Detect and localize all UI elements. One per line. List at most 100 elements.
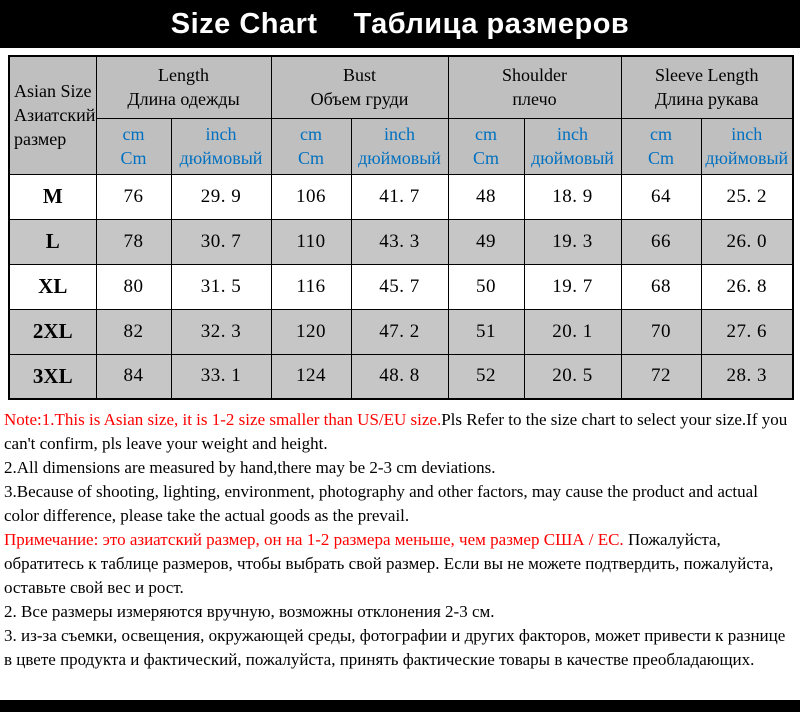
- note-en-1-text: Pls Refer to the size chart to select yo…: [4, 410, 788, 453]
- size-label-cell: 3XL: [8, 353, 97, 400]
- unit-inch-label: inch: [557, 123, 589, 144]
- unit-header-cm: cm Cm: [270, 117, 352, 175]
- size-value-cell: 52: [447, 353, 525, 400]
- size-value-cell: 26. 0: [700, 218, 794, 265]
- size-label-cell: L: [8, 218, 97, 265]
- size-value-cell: 68: [620, 263, 702, 310]
- corner-asian-size-cell: Asian Size Азиатский размер: [8, 55, 97, 175]
- size-value-cell: 120: [270, 308, 352, 355]
- size-value-cell: 82: [95, 308, 172, 355]
- size-table-wrap: Asian Size Азиатский размер Length Длина…: [8, 55, 795, 400]
- size-value-cell: 45. 7: [350, 263, 449, 310]
- size-value-cell: 48. 8: [350, 353, 449, 400]
- size-value-cell: 49: [447, 218, 525, 265]
- size-value-cell: 28. 3: [700, 353, 794, 400]
- group-header-bust: Bust Объем груди: [270, 55, 449, 119]
- size-value-cell: 66: [620, 218, 702, 265]
- unit-inch-label: inch: [205, 123, 237, 144]
- unit-header-inch: inch дюймовый: [350, 117, 449, 175]
- size-value-cell: 33. 1: [170, 353, 272, 400]
- size-value-cell: 80: [95, 263, 172, 310]
- table-row-m: M 76 29. 9 106 41. 7 48 18. 9 64 25. 2: [8, 173, 794, 220]
- title-bar: Size Chart Таблица размеров: [0, 0, 800, 48]
- size-value-cell: 41. 7: [350, 173, 449, 220]
- group-label-en: Shoulder: [502, 64, 568, 85]
- table-row-2xl: 2XL 82 32. 3 120 47. 2 51 20. 1 70 27. 6: [8, 308, 794, 355]
- note-en-2: 2.All dimensions are measured by hand,th…: [4, 458, 496, 477]
- size-value-cell: 84: [95, 353, 172, 400]
- unit-header-cm: cm Cm: [95, 117, 172, 175]
- size-value-cell: 124: [270, 353, 352, 400]
- size-value-cell: 110: [270, 218, 352, 265]
- group-label-en: Sleeve Length: [655, 64, 759, 85]
- size-value-cell: 51: [447, 308, 525, 355]
- unit-header-cm: cm Cm: [447, 117, 525, 175]
- unit-header-inch: inch дюймовый: [170, 117, 272, 175]
- size-value-cell: 30. 7: [170, 218, 272, 265]
- unit-header-inch: inch дюймовый: [523, 117, 622, 175]
- unit-cm-label-2: Cm: [297, 148, 324, 168]
- title-en: Size Chart: [170, 7, 318, 40]
- table-group-header-row: Asian Size Азиатский размер Length Длина…: [8, 55, 794, 175]
- unit-inch-label-ru: дюймовый: [531, 148, 614, 168]
- note-ru-1: Примечание: это азиатский размер, он на …: [4, 528, 794, 600]
- unit-cm-label: cm: [300, 123, 322, 144]
- table-row-l: L 78 30. 7 110 43. 3 49 19. 3 66 26. 0: [8, 218, 794, 265]
- size-value-cell: 18. 9: [523, 173, 622, 220]
- unit-inch-label-ru: дюймовый: [179, 148, 263, 168]
- notes-section: Note:1.This is Asian size, it is 1-2 siz…: [0, 400, 800, 672]
- unit-cm-label: cm: [122, 123, 145, 144]
- note-ru-2: 2. Все размеры измеряются вручную, возмо…: [4, 602, 495, 621]
- group-label-ru: Длина одежды: [127, 89, 240, 110]
- size-chart-table: Asian Size Азиатский размер Length Длина…: [8, 55, 795, 400]
- group-header-length: Length Длина одежды: [95, 55, 272, 119]
- group-header-sleeve-length: Sleeve Length Длина рукава: [620, 55, 794, 119]
- unit-cm-label: cm: [650, 123, 673, 144]
- group-header-shoulder: Shoulder плечо: [447, 55, 622, 119]
- size-label-cell: M: [8, 173, 97, 220]
- unit-inch-label-ru: дюймовый: [705, 148, 789, 168]
- size-value-cell: 19. 3: [523, 218, 622, 265]
- unit-inch-label: inch: [731, 123, 763, 144]
- corner-line: размер: [14, 129, 67, 150]
- size-value-cell: 47. 2: [350, 308, 449, 355]
- size-label-cell: 2XL: [8, 308, 97, 355]
- unit-header-inch: inch дюймовый: [700, 117, 794, 175]
- table-row-xl: XL 80 31. 5 116 45. 7 50 19. 7 68 26. 8: [8, 263, 794, 310]
- size-value-cell: 29. 9: [170, 173, 272, 220]
- size-value-cell: 43. 3: [350, 218, 449, 265]
- size-value-cell: 32. 3: [170, 308, 272, 355]
- group-label-en: Bust: [343, 64, 377, 85]
- note-ru-1-highlight: Примечание: это азиатский размер, он на …: [4, 530, 624, 549]
- group-label-ru: Длина рукава: [655, 89, 759, 110]
- size-value-cell: 106: [270, 173, 352, 220]
- group-label-en: Length: [158, 64, 209, 85]
- table-units-header-row: cm Cm inch дюймовый cm Cm inch дюймовый: [9, 117, 794, 175]
- note-ru-1-text: Пожалуйста, обратитесь к таблице размеро…: [4, 530, 774, 597]
- group-label-ru: Объем груди: [310, 89, 409, 110]
- size-value-cell: 70: [620, 308, 702, 355]
- unit-cm-label: cm: [475, 123, 498, 144]
- corner-line: Азиатский: [14, 105, 96, 126]
- size-value-cell: 20. 5: [523, 353, 622, 400]
- unit-cm-label-2: Cm: [120, 148, 147, 168]
- group-label-ru: плечо: [512, 89, 557, 110]
- unit-inch-label-ru: дюймовый: [358, 148, 441, 168]
- corner-line: Asian Size: [14, 80, 92, 101]
- size-value-cell: 50: [447, 263, 525, 310]
- size-value-cell: 78: [95, 218, 172, 265]
- bottom-bar: [0, 700, 800, 712]
- unit-header-cm: cm Cm: [620, 117, 702, 175]
- size-value-cell: 48: [447, 173, 525, 220]
- size-value-cell: 31. 5: [170, 263, 272, 310]
- size-value-cell: 25. 2: [700, 173, 794, 220]
- table-row-3xl: 3XL 84 33. 1 124 48. 8 52 20. 5 72 28. 3: [8, 353, 794, 400]
- size-label-cell: XL: [8, 263, 97, 310]
- size-value-cell: 116: [270, 263, 352, 310]
- unit-inch-label: inch: [384, 123, 415, 144]
- note-ru-3: 3. из-за съемки, освещения, окружающей с…: [4, 626, 786, 669]
- size-value-cell: 64: [620, 173, 702, 220]
- size-value-cell: 20. 1: [523, 308, 622, 355]
- size-value-cell: 27. 6: [700, 308, 794, 355]
